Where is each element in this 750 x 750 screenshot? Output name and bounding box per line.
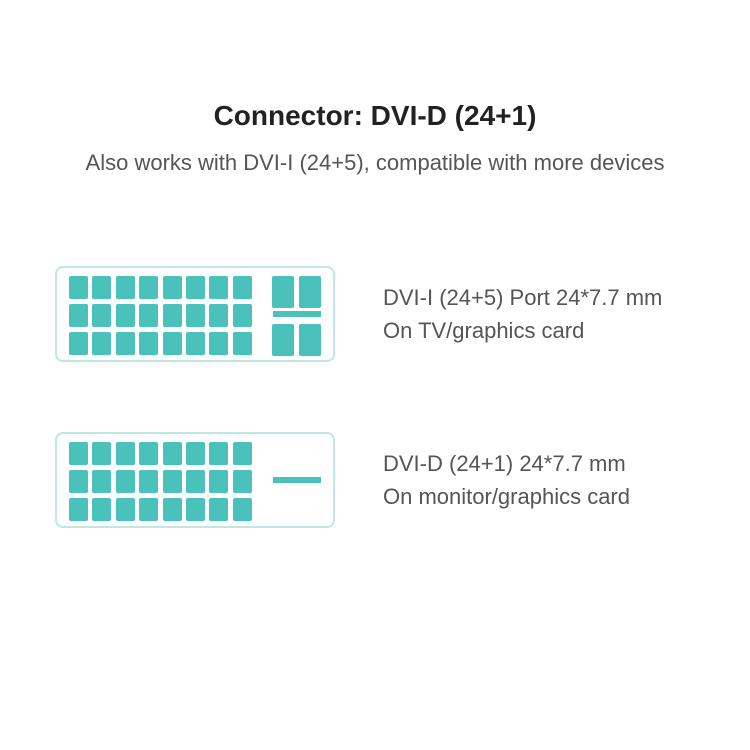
connector-rows: DVI-I (24+5) Port 24*7.7 mmOn TV/graphic… [55,266,695,528]
pin [186,498,205,521]
pin [186,470,205,493]
pin [139,304,158,327]
pin [116,470,135,493]
label-line-1: DVI-D (24+1) 24*7.7 mm [383,447,630,480]
pin [233,498,252,521]
pin [69,442,88,465]
pin [186,304,205,327]
page-subtitle: Also works with DVI-I (24+5), compatible… [55,150,695,176]
infographic-container: Connector: DVI-D (24+1) Also works with … [0,0,750,750]
connector-row: DVI-I (24+5) Port 24*7.7 mmOn TV/graphic… [55,266,695,362]
connector-label: DVI-D (24+1) 24*7.7 mmOn monitor/graphic… [383,447,630,513]
label-line-1: DVI-I (24+5) Port 24*7.7 mm [383,281,662,314]
analog-pin [272,324,294,356]
pin [139,470,158,493]
pin [233,442,252,465]
pin [186,276,205,299]
connector-diagram-dvi-d-24-1 [55,432,335,528]
pin [139,276,158,299]
label-line-2: On monitor/graphics card [383,480,630,513]
pin [209,442,228,465]
digital-pins [69,276,252,355]
pin [69,304,88,327]
pin [69,276,88,299]
pin [186,332,205,355]
page-title: Connector: DVI-D (24+1) [55,100,695,132]
pin [233,470,252,493]
pin [116,304,135,327]
pin [69,470,88,493]
pin [92,332,111,355]
connector-diagram-dvi-i-24-5 [55,266,335,362]
pin [139,442,158,465]
ground-blade [273,477,321,483]
pin [92,442,111,465]
analog-pin [299,276,321,308]
pin [116,276,135,299]
pin [116,442,135,465]
pin [209,276,228,299]
analog-pin [299,324,321,356]
pin [163,276,182,299]
digital-pins [69,442,252,521]
pin [163,470,182,493]
pin [139,332,158,355]
pin [233,332,252,355]
pin [69,332,88,355]
pin [116,332,135,355]
pin [209,304,228,327]
pin [163,304,182,327]
pin [139,498,158,521]
pin [92,276,111,299]
pin [92,304,111,327]
pin [92,498,111,521]
pin [163,442,182,465]
connector-row: DVI-D (24+1) 24*7.7 mmOn monitor/graphic… [55,432,695,528]
pin [209,498,228,521]
connector-label: DVI-I (24+5) Port 24*7.7 mmOn TV/graphic… [383,281,662,347]
analog-pin [272,276,294,308]
analog-pins [272,276,321,356]
pin [209,332,228,355]
pin [92,470,111,493]
pin [233,304,252,327]
pin [233,276,252,299]
pin [163,498,182,521]
pin [69,498,88,521]
label-line-2: On TV/graphics card [383,314,662,347]
pin [116,498,135,521]
pin [186,442,205,465]
pin [209,470,228,493]
pin [163,332,182,355]
